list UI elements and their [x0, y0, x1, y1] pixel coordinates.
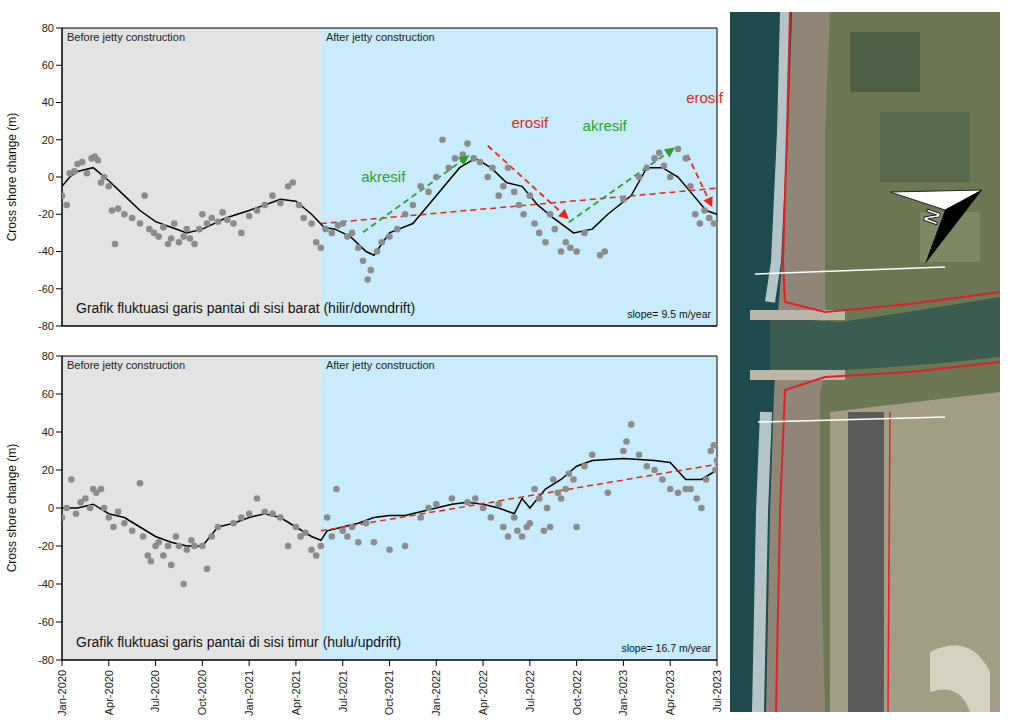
svg-text:0: 0	[48, 171, 54, 183]
svg-text:Jul-2020: Jul-2020	[149, 670, 161, 712]
svg-text:-40: -40	[38, 578, 54, 590]
svg-text:Before jetty construction: Before jetty construction	[67, 31, 185, 43]
svg-text:N: N	[919, 206, 945, 227]
svg-text:Oct-2020: Oct-2020	[196, 670, 208, 715]
svg-text:-60: -60	[38, 283, 54, 295]
svg-text:20: 20	[42, 134, 54, 146]
svg-text:After jetty construction: After jetty construction	[326, 31, 435, 43]
svg-text:-80: -80	[38, 320, 54, 332]
svg-text:Cross shore change (m): Cross shore change (m)	[5, 444, 19, 573]
svg-text:-20: -20	[38, 208, 54, 220]
svg-text:erosif: erosif	[686, 89, 724, 106]
html-text:Grafik fluktuasi garis pantai: Grafik fluktuasi garis pantai di sisi ti…	[76, 634, 402, 650]
svg-text:Apr-2021: Apr-2021	[290, 670, 302, 715]
svg-text:erosif: erosif	[512, 114, 550, 131]
svg-text:Cross shore change (m): Cross shore change (m)	[5, 113, 19, 242]
svg-text:60: 60	[42, 388, 54, 400]
svg-text:Jul-2022: Jul-2022	[524, 670, 536, 712]
svg-text:20: 20	[42, 464, 54, 476]
svg-text:-20: -20	[38, 540, 54, 552]
html-text:slope= 9.5 m/year: slope= 9.5 m/year	[627, 308, 711, 320]
svg-text:Apr-2023: Apr-2023	[664, 670, 676, 715]
svg-text:0: 0	[48, 502, 54, 514]
svg-text:Oct-2021: Oct-2021	[383, 670, 395, 715]
svg-text:Apr-2022: Apr-2022	[477, 670, 489, 715]
svg-text:80: 80	[42, 22, 54, 34]
svg-text:80: 80	[42, 350, 54, 362]
svg-text:Jul-2021: Jul-2021	[337, 670, 349, 712]
svg-text:-40: -40	[38, 245, 54, 257]
svg-text:Jan-2023: Jan-2023	[617, 670, 629, 716]
svg-text:40: 40	[42, 96, 54, 108]
svg-text:Jan-2021: Jan-2021	[243, 670, 255, 716]
svg-text:Jul-2023: Jul-2023	[711, 670, 723, 712]
svg-text:Jan-2020: Jan-2020	[56, 670, 68, 716]
svg-text:Jan-2022: Jan-2022	[430, 670, 442, 716]
html-text:Grafik fluktuasi garis pantai: Grafik fluktuasi garis pantai di sisi ba…	[76, 300, 416, 316]
svg-text:Before jetty construction: Before jetty construction	[67, 359, 185, 371]
svg-text:-80: -80	[38, 654, 54, 666]
svg-text:Apr-2020: Apr-2020	[103, 670, 115, 715]
svg-text:40: 40	[42, 426, 54, 438]
svg-text:60: 60	[42, 59, 54, 71]
svg-text:After jetty construction: After jetty construction	[326, 359, 435, 371]
svg-text:akresif: akresif	[583, 117, 628, 134]
svg-text:akresif: akresif	[361, 168, 406, 185]
svg-text:Oct-2022: Oct-2022	[570, 670, 582, 715]
html-text:slope= 16.7 m/year: slope= 16.7 m/year	[621, 642, 711, 654]
svg-text:-60: -60	[38, 616, 54, 628]
